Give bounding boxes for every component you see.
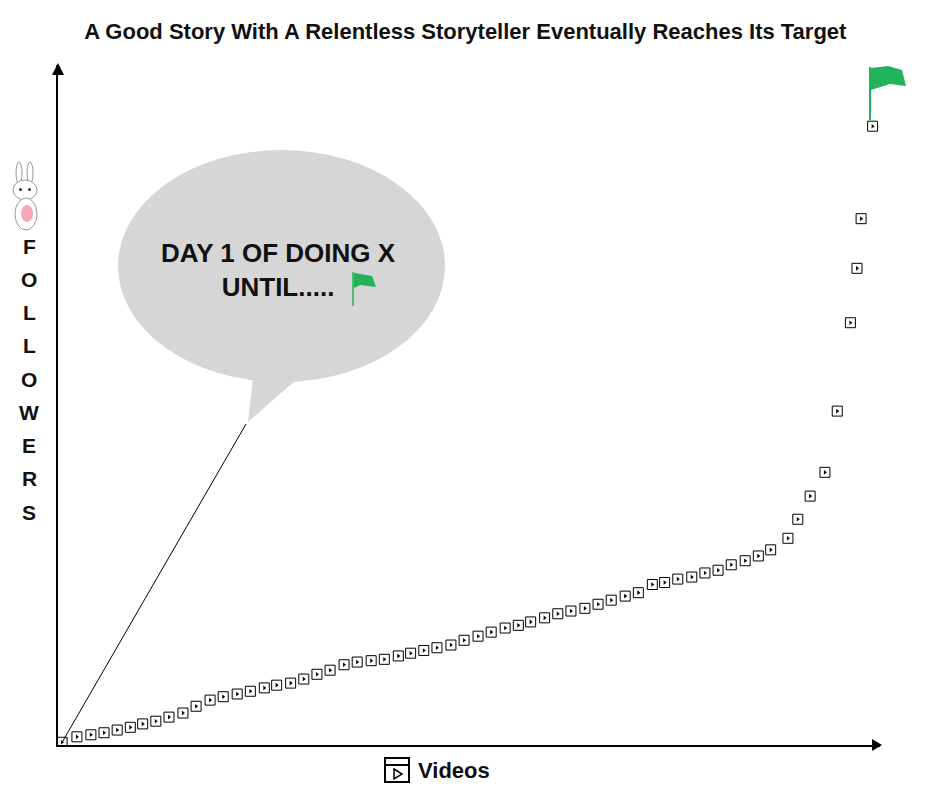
svg-text:O: O (21, 268, 37, 291)
svg-text:R: R (22, 467, 37, 490)
svg-text:A Good Story With A Relentless: A Good Story With A Relentless Storytell… (84, 19, 847, 44)
svg-text:Videos: Videos (418, 758, 490, 783)
svg-text:L: L (23, 334, 36, 357)
svg-text:L: L (23, 301, 36, 324)
svg-text:W: W (19, 401, 39, 424)
svg-text:DAY 1 OF DOING XUNTIL.....: DAY 1 OF DOING XUNTIL..... (161, 238, 396, 302)
svg-text:O: O (21, 368, 37, 391)
svg-text:E: E (22, 434, 36, 457)
svg-text:F: F (23, 235, 36, 258)
svg-text:S: S (22, 501, 36, 524)
